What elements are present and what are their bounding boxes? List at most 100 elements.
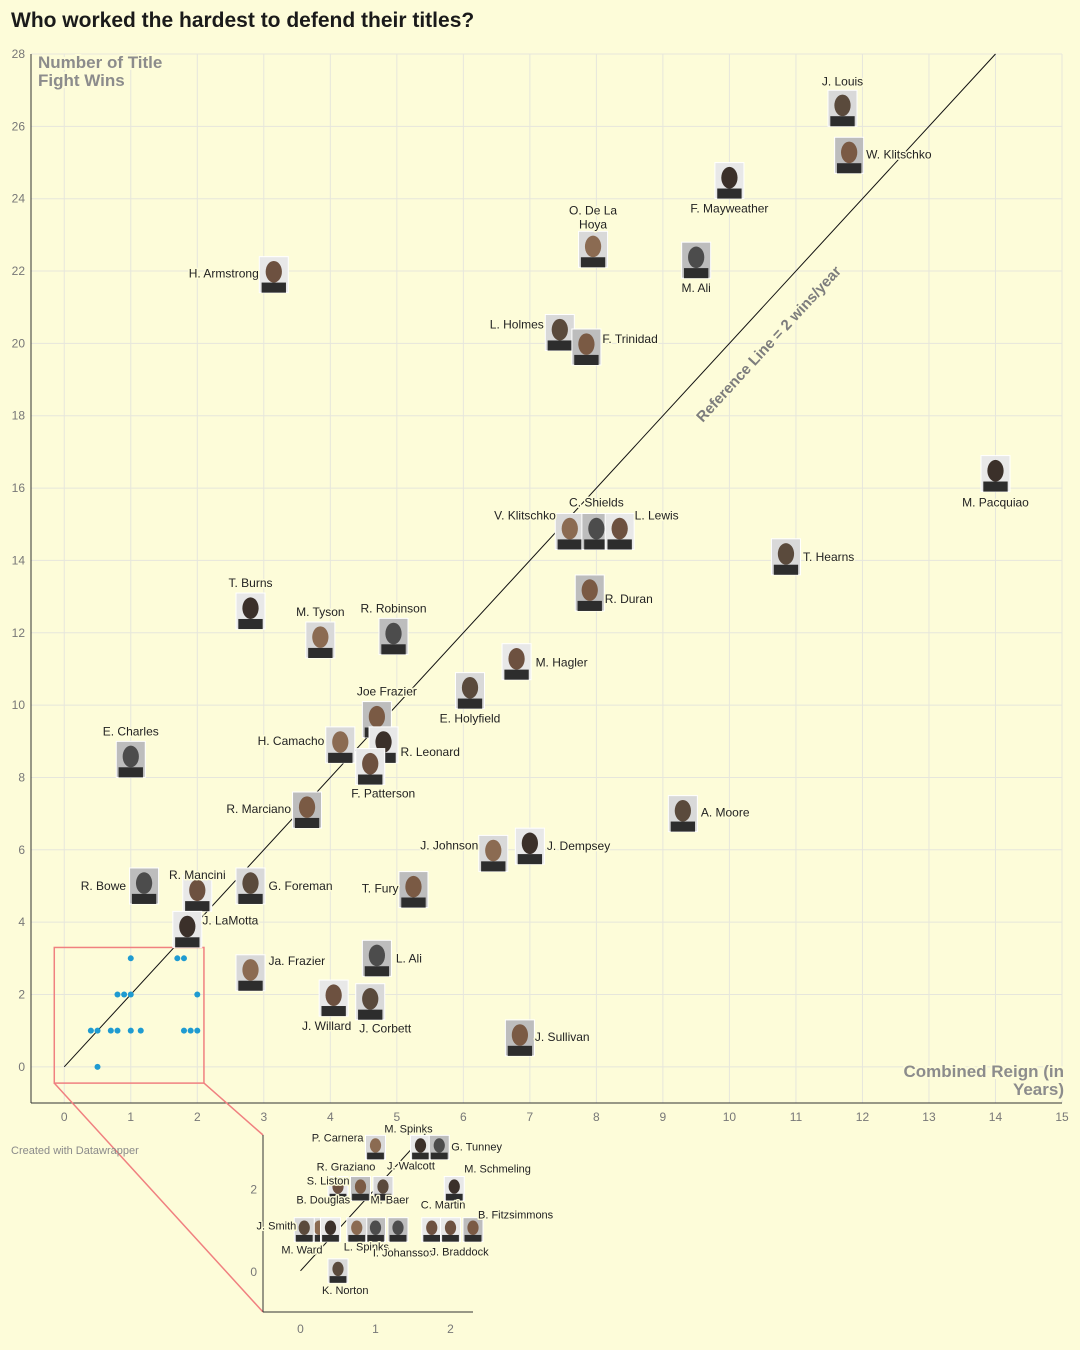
inset-boxer-label: P. Carnera [312,1132,365,1144]
boxer-photo [293,1217,315,1243]
boxer-label: L. Ali [396,951,422,965]
y-tick-label: 22 [12,264,26,278]
boxer-photo [681,241,712,279]
boxer-point: J. Dempsey [514,827,612,865]
reference-line-path [63,53,996,1068]
boxer-photo [667,795,698,833]
boxer-label: M. Tyson [296,605,344,619]
boxer-label: H. Armstrong [189,267,259,281]
boxer-photo [361,939,392,977]
boxer-photo [440,1217,461,1243]
inset-boxer-point: M. Baer [365,1193,411,1243]
x-tick-label: 14 [989,1110,1003,1124]
boxer-photo [410,1134,431,1160]
x-axis-title: Years) [1013,1080,1064,1099]
inset-highlight-box [53,946,205,1084]
x-tick-label: 4 [327,1110,334,1124]
x-tick-label: 11 [790,1110,803,1124]
boxer-photo [305,621,336,659]
tick-labels: 0 1 2 3 4 5 6 7 8 9 10 11 12 13 14 15024681012141618202… [12,47,1069,1124]
boxer-photo [770,538,801,576]
inset-connector-right [203,1082,264,1136]
boxer-label: T. Hearns [803,550,854,564]
boxer-point: G. Foreman [235,867,334,905]
small-dot [121,991,128,998]
y-tick-label: 4 [18,915,25,929]
y-tick-label: 12 [12,626,26,640]
inset-boxer-label: J. Smith [257,1221,297,1233]
small-dots [87,955,201,1070]
y-tick-label: 20 [12,336,26,350]
x-axis-title: Combined Reign (in [903,1062,1064,1081]
boxer-label: V. Klitschko [494,508,556,522]
boxer-label: W. Klitschko [866,147,932,161]
boxer-point: V. Klitschko [493,507,585,550]
boxer-photo [129,867,160,905]
boxer-photo [327,1176,349,1202]
inset-x-tick-label: 0 [297,1322,304,1336]
x-tick-label: 7 [527,1110,534,1124]
boxer-photo [834,136,865,174]
y-axis-title: Fight Wins [38,71,125,90]
y-tick-label: 28 [12,47,26,61]
boxer-point: L. Lewis [604,507,680,550]
y-tick-label: 2 [18,987,25,1001]
x-tick-label: 5 [393,1110,400,1124]
y-tick-label: 14 [12,553,26,567]
inset-boxer-point: M. Ward [280,1217,341,1258]
inset-boxer-label: R. Graziano [317,1162,376,1174]
boxer-label: E. Charles [103,724,159,738]
inset-boxer-point: R. Graziano [315,1160,377,1202]
boxer-label: E. Holyfield [440,712,501,726]
small-dot [114,991,121,998]
boxer-photo [350,1176,371,1202]
boxer-photo [462,1217,484,1243]
boxer-point: J. Sullivan [504,1019,591,1057]
y-tick-label: 0 [18,1060,25,1074]
boxer-photo [604,512,635,550]
boxer-label: J. Corbett [359,1022,412,1036]
grid-lines [31,53,1063,1103]
boxer-photo [327,1258,349,1284]
boxer-point: M. Hagler [501,643,589,681]
boxer-label: R. Duran [605,592,653,606]
boxer-photo [478,834,509,872]
boxer-point: T. Fury [360,871,429,909]
inset-boxer-label: J. Braddock [431,1247,490,1259]
boxer-label: F. Trinidad [602,332,657,346]
small-dot [94,1063,101,1070]
boxer-label: R. Marciano [226,802,291,816]
inset-connector-left [53,1082,264,1313]
chart-title: Who worked the hardest to defend their t… [11,9,475,32]
y-tick-label: 16 [12,481,26,495]
boxer-label: R. Robinson [360,601,426,615]
small-dot [127,1027,134,1034]
inset-boxer-label: M. Spinks [384,1123,433,1135]
boxer-photo [355,983,386,1021]
boxer-photo [365,1134,386,1160]
inset-boxer-point: K. Norton [321,1258,370,1298]
inset-boxer-label: L. Spinks [344,1242,390,1254]
x-tick-label: 0 [61,1110,68,1124]
boxer-photo [714,162,745,200]
boxer-point: E. Holyfield [438,672,502,727]
small-dot [94,1027,101,1034]
boxer-photo [980,455,1011,493]
small-dot [174,955,181,962]
x-tick-label: 6 [460,1110,467,1124]
boxer-photo [501,643,532,681]
inset-boxer-label: B. Douglas [296,1195,350,1207]
boxer-label: J. Dempsey [547,839,610,853]
boxer-label: M. Ali [681,281,710,295]
x-tick-label: 8 [593,1110,600,1124]
x-tick-label: 13 [922,1110,936,1124]
boxer-photo [514,827,545,865]
boxer-label: T. Fury [362,882,399,896]
x-tick-label: 15 [1055,1110,1069,1124]
y-tick-label: 24 [12,192,26,206]
boxer-point: R. Bowe [79,867,160,905]
boxer-photo [455,672,486,710]
boxer-point: R. Marciano [225,791,323,829]
